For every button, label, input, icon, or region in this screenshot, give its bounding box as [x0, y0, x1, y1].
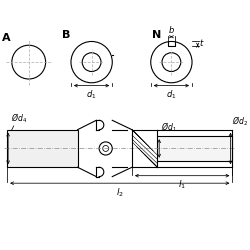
Text: $Ød_4$: $Ød_4$	[11, 112, 27, 125]
Bar	[7, 130, 78, 167]
Text: $Ød_1$: $Ød_1$	[161, 121, 177, 134]
Text: B: B	[62, 30, 70, 40]
Circle shape	[99, 142, 112, 155]
Bar	[157, 136, 232, 161]
Text: $d_1$: $d_1$	[86, 89, 97, 101]
Text: A: A	[2, 33, 11, 43]
Text: b: b	[169, 26, 174, 35]
Circle shape	[103, 146, 109, 152]
Text: N: N	[152, 30, 161, 40]
Text: $Ød_2$: $Ød_2$	[232, 114, 248, 128]
Text: $d_1$: $d_1$	[166, 89, 176, 101]
Text: t: t	[200, 39, 203, 48]
Text: $l_2$: $l_2$	[116, 186, 124, 198]
Text: $l_1$: $l_1$	[178, 178, 186, 191]
